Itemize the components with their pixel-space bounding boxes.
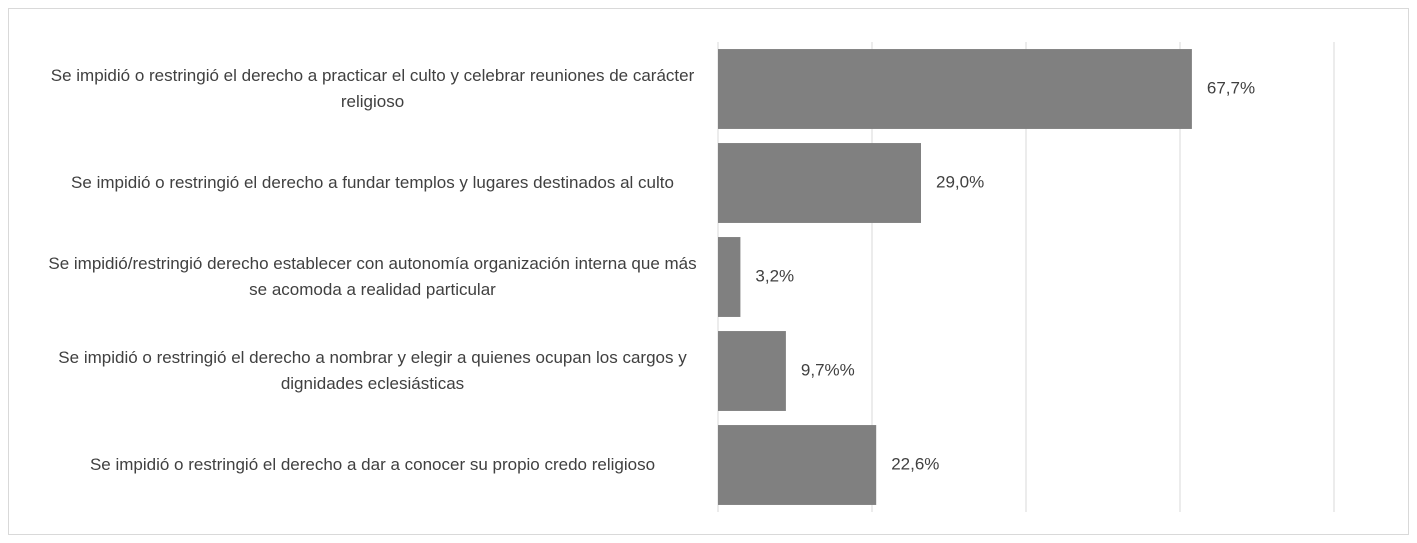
data-label: 22,6% (891, 454, 939, 473)
data-label: 9,7%% (801, 360, 855, 379)
category-label: Se impidió/restringió derecho establecer… (48, 254, 697, 299)
bar (718, 237, 741, 317)
category-label: Se impidió o restringió el derecho a fun… (71, 173, 674, 192)
category-label: Se impidió o restringió el derecho a nom… (58, 348, 687, 393)
bar (718, 331, 786, 411)
data-label: 3,2% (755, 266, 794, 285)
data-label: 29,0% (936, 172, 984, 191)
bar (718, 143, 921, 223)
chart-frame (8, 8, 1409, 535)
category-label: Se impidió o restringió el derecho a dar… (89, 455, 656, 474)
bar (718, 425, 877, 505)
bar (718, 49, 1192, 129)
category-label: Se impidió o restringió el derecho a pra… (50, 66, 695, 111)
data-label: 67,7% (1207, 78, 1255, 97)
